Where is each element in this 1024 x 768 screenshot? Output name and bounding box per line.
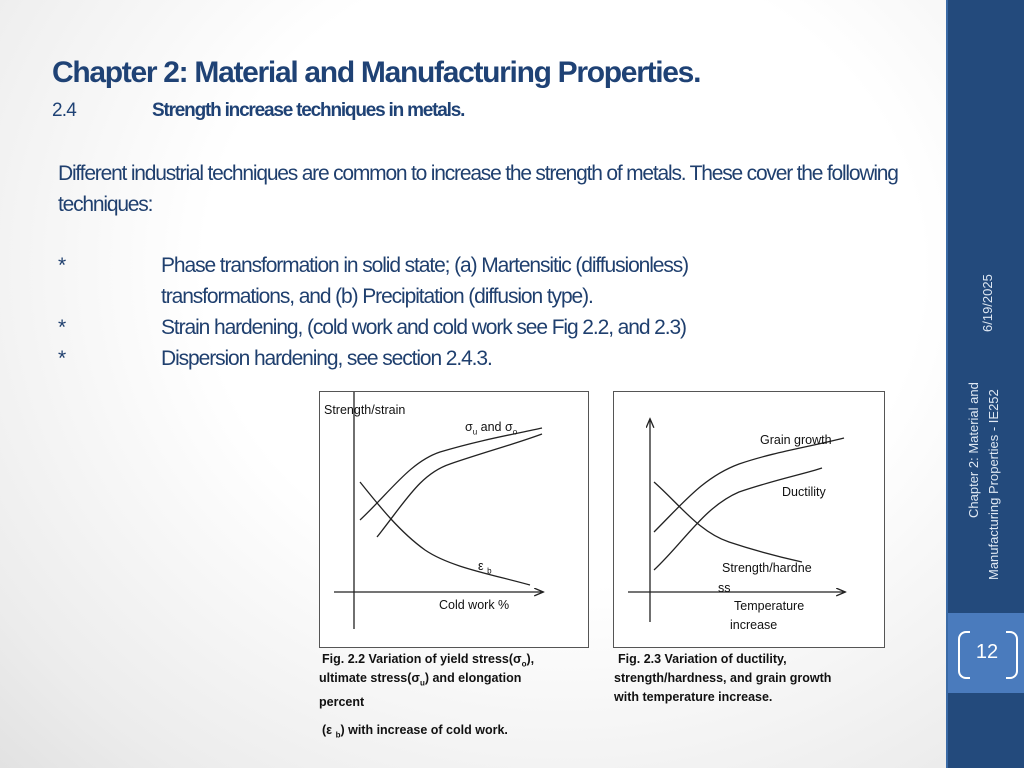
slide-title: Chapter 2: Material and Manufacturing Pr… bbox=[52, 56, 701, 89]
figure-2-3-plot bbox=[628, 392, 884, 622]
caption-line: with temperature increase. bbox=[614, 690, 773, 704]
caption-text: Fig. 2.2 Variation of yield stress(σ bbox=[322, 652, 522, 666]
list-item: * Strain hardening, (cold work and cold … bbox=[58, 312, 778, 343]
right-bracket-icon bbox=[1006, 631, 1018, 679]
figure-2-3: Grain growth Ductility Strength/hardne s… bbox=[613, 391, 885, 648]
caption-subscript: o bbox=[521, 659, 527, 669]
strength-hardness-label: Strength/hardne bbox=[722, 561, 812, 575]
section-number: 2.4 bbox=[52, 100, 77, 121]
figure-2-2-plot bbox=[334, 392, 588, 629]
footer-line-1: Chapter 2: Material and bbox=[966, 382, 981, 518]
list-item-text: Dispersion hardening, see section 2.4.3. bbox=[161, 347, 493, 370]
figure-2-2-caption-end: (ε b) with increase of cold work. bbox=[322, 721, 582, 745]
sigma-u-subscript: u bbox=[472, 427, 478, 437]
section-title: Strength increase techniques in metals. bbox=[152, 100, 465, 121]
footer-line-2: Manufacturing Properties - IE252 bbox=[986, 389, 1001, 580]
page-number-box: 12 bbox=[948, 613, 1024, 693]
caption-text: (ε bbox=[322, 723, 336, 737]
caption-text: ) and elongation bbox=[424, 671, 522, 685]
slide: Chapter 2: Material and Manufacturing Pr… bbox=[52, 56, 899, 745]
caption-text: ultimate stress(σ bbox=[319, 671, 420, 685]
epsilon-curve-label: ε b bbox=[478, 559, 492, 576]
figure-2-3-caption: Fig. 2.3 Variation of ductility, bbox=[618, 650, 878, 669]
strength-hardness-label-wrap: ss bbox=[718, 581, 731, 595]
left-bracket-icon bbox=[958, 631, 970, 679]
bullet-marker: * bbox=[58, 347, 66, 370]
caption-line: percent bbox=[319, 694, 365, 709]
x-axis-label: Cold work % bbox=[439, 598, 510, 612]
caption-subscript: u bbox=[419, 678, 425, 688]
sigma-and-text: and σ bbox=[477, 420, 513, 434]
figure-2-2-caption-cont: ultimate stress(σu) and elongation perce… bbox=[319, 669, 579, 712]
caption-line: strength/hardness, and grain growth bbox=[614, 671, 832, 685]
caption-line: Fig. 2.3 Variation of ductility, bbox=[618, 652, 787, 666]
technique-list: * Phase transformation in solid state; (… bbox=[58, 250, 778, 374]
sigma-symbol: σ bbox=[465, 420, 473, 434]
list-item-text: Phase transformation in solid state; (a)… bbox=[161, 254, 689, 308]
caption-subscript: b bbox=[335, 730, 341, 740]
figure-2-2: Strength/strain σu and σo ε b Cold work … bbox=[319, 391, 589, 648]
list-item: * Dispersion hardening, see section 2.4.… bbox=[58, 343, 778, 374]
epsilon-symbol: ε bbox=[478, 559, 484, 573]
caption-line: ultimate stress(σu) and elongation bbox=[319, 669, 579, 693]
list-item-text: Strain hardening, (cold work and cold wo… bbox=[161, 316, 687, 339]
intro-paragraph: Different industrial techniques are comm… bbox=[58, 162, 899, 216]
x-axis-label-cont: increase bbox=[730, 618, 778, 632]
section-heading: 2.4 Strength increase techniques in metal… bbox=[52, 100, 465, 122]
slide-date: 6/19/2025 bbox=[980, 274, 995, 332]
sigma-curve-label: σu and σo bbox=[465, 420, 517, 437]
bullet-marker: * bbox=[58, 316, 66, 339]
caption-line: Fig. 2.2 Variation of yield stress(σo), bbox=[322, 650, 582, 674]
sigma-o-subscript: o bbox=[512, 427, 518, 437]
epsilon-subscript: b bbox=[487, 566, 492, 576]
y-axis-label: Strength/strain bbox=[324, 403, 406, 417]
grain-growth-label: Grain growth bbox=[760, 433, 832, 447]
list-item: * Phase transformation in solid state; (… bbox=[58, 250, 778, 312]
x-axis-label: Temperature bbox=[734, 599, 805, 613]
page-number: 12 bbox=[975, 641, 999, 663]
bullet-marker: * bbox=[58, 254, 66, 277]
figure-2-3-caption-cont: strength/hardness, and grain growth with… bbox=[614, 669, 884, 707]
slide-sidebar: 6/19/2025 Chapter 2: Material and Manufa… bbox=[946, 0, 1024, 768]
ductility-label: Ductility bbox=[782, 485, 826, 499]
caption-text: ), bbox=[526, 652, 535, 666]
figure-2-2-caption: Fig. 2.2 Variation of yield stress(σo), bbox=[322, 650, 582, 674]
caption-text: ) with increase of cold work. bbox=[340, 723, 508, 737]
